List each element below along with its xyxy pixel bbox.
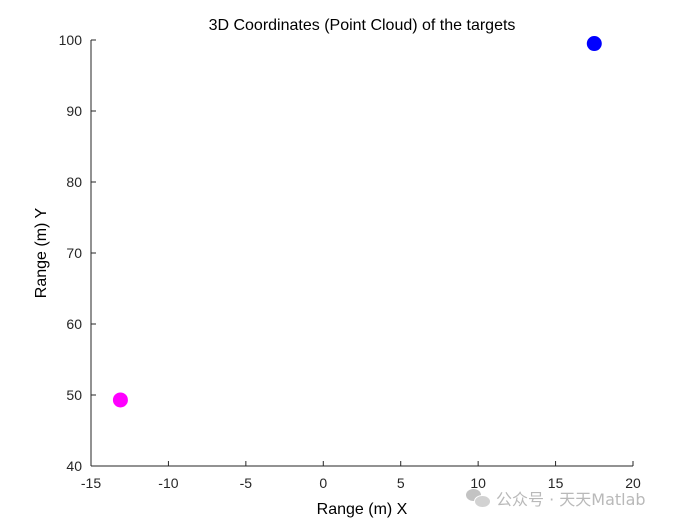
y-tick-label: 80 (66, 174, 82, 190)
y-tick-label: 90 (66, 103, 82, 119)
x-axis-ticks: -15 -10 -5 0 5 10 15 20 (81, 461, 641, 491)
y-tick-label: 60 (66, 316, 82, 332)
y-axis-label: Range (m) Y (33, 207, 50, 298)
watermark: 公众号 · 天天Matlab (466, 487, 646, 509)
x-tick-label: 5 (397, 475, 405, 491)
x-tick-label: 0 (319, 475, 327, 491)
x-tick-label: -10 (158, 475, 178, 491)
y-tick-label: 100 (59, 32, 83, 48)
plot-area (90, 40, 633, 467)
x-axis-label: Range (m) X (317, 501, 408, 518)
y-tick-label: 50 (66, 387, 82, 403)
data-point (586, 36, 602, 52)
wechat-icon (466, 488, 491, 508)
x-tick-label: 15 (548, 475, 564, 491)
watermark-text: 公众号 · 天天Matlab (496, 490, 646, 509)
x-tick-label: 20 (625, 475, 641, 491)
y-tick-label: 40 (66, 458, 82, 474)
x-tick-label: -5 (240, 475, 253, 491)
chart-title: 3D Coordinates (Point Cloud) of the targ… (209, 17, 516, 34)
data-point (112, 392, 128, 408)
y-tick-label: 70 (66, 245, 82, 261)
x-tick-label: -15 (81, 475, 101, 491)
data-points (112, 36, 602, 408)
x-tick-label: 10 (470, 475, 486, 491)
y-axis-ticks: 40 50 60 70 80 90 100 (59, 32, 96, 474)
